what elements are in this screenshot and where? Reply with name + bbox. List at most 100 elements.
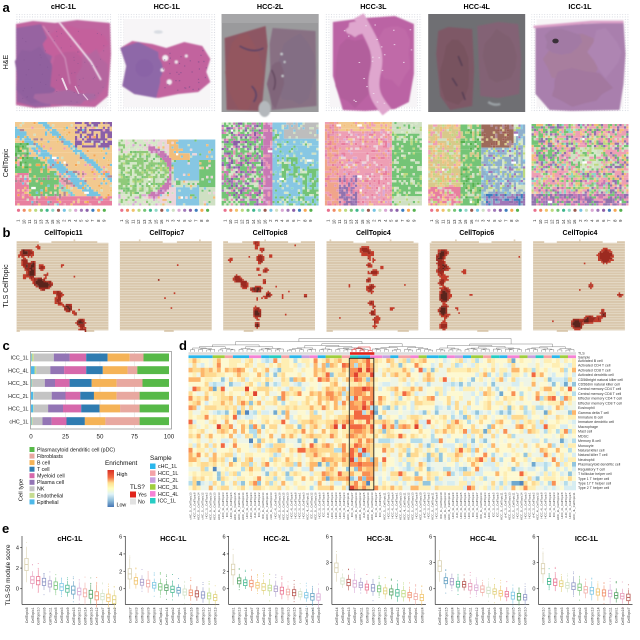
svg-text:cHC-1L: cHC-1L	[51, 2, 77, 11]
svg-text:CellTopic2: CellTopic2	[463, 607, 467, 623]
svg-text:cHC_1L_CellTopic9: cHC_1L_CellTopic9	[253, 492, 257, 518]
svg-text:CellTopic11: CellTopic11	[305, 607, 309, 624]
svg-text:16: 16	[366, 219, 371, 224]
svg-text:14: 14	[251, 219, 256, 224]
svg-text:CellTopic2: CellTopic2	[402, 607, 406, 623]
svg-text:HCC_4L_CellTopic11: HCC_4L_CellTopic11	[306, 492, 310, 520]
svg-text:6: 6	[291, 219, 296, 222]
svg-text:12: 12	[33, 219, 38, 224]
svg-text:cHC_1L_CellTopic13: cHC_1L_CellTopic13	[269, 492, 273, 519]
svg-text:HCC_4L_CellTopic14: HCC_4L_CellTopic14	[366, 492, 370, 520]
svg-text:CellTopic3: CellTopic3	[505, 607, 509, 623]
svg-text:Cell type: Cell type	[19, 479, 25, 502]
svg-text:CellTopic10: CellTopic10	[372, 607, 376, 625]
svg-text:8: 8	[509, 219, 514, 222]
svg-text:CellTopic6: CellTopic6	[459, 230, 494, 237]
svg-text:HCC_4L_CellTopic13: HCC_4L_CellTopic13	[285, 492, 289, 520]
svg-text:HCC_4L_CellTopic12: HCC_4L_CellTopic12	[536, 492, 540, 520]
svg-text:8: 8	[406, 219, 411, 222]
svg-text:0: 0	[119, 587, 122, 593]
svg-text:6: 6	[429, 535, 432, 541]
svg-text:HCC_1L_CellTopic11: HCC_1L_CellTopic11	[265, 492, 269, 520]
svg-text:CellTopic16: CellTopic16	[268, 607, 272, 625]
svg-text:CellTopic8: CellTopic8	[554, 607, 558, 623]
svg-text:HCC_4L_CellTopic13: HCC_4L_CellTopic13	[398, 492, 402, 520]
svg-text:CellTopic13: CellTopic13	[214, 607, 218, 625]
svg-text:HCC_2L_CellTopic7: HCC_2L_CellTopic7	[467, 492, 471, 518]
svg-text:5: 5	[79, 219, 84, 222]
svg-text:5: 5	[595, 219, 600, 222]
svg-text:0: 0	[429, 587, 432, 593]
svg-text:HCC_2L: HCC_2L	[8, 394, 28, 400]
svg-text:Plasmacytoid dendritic cell: Plasmacytoid dendritic cell	[578, 463, 621, 467]
svg-text:HCC_4L_CellTopic11: HCC_4L_CellTopic11	[403, 492, 407, 520]
svg-text:HCC_4L_CellTopic4: HCC_4L_CellTopic4	[390, 492, 394, 518]
svg-text:CellTopic16: CellTopic16	[189, 607, 193, 625]
svg-text:14: 14	[354, 219, 359, 224]
svg-text:CellTopic15: CellTopic15	[293, 607, 297, 625]
svg-text:CellTopic9: CellTopic9	[317, 607, 321, 623]
svg-text:CellTopic16: CellTopic16	[384, 607, 388, 625]
svg-text:ICC_1L_CellTopic5: ICC_1L_CellTopic5	[495, 492, 499, 517]
svg-text:ICC_1L_CellTopic2: ICC_1L_CellTopic2	[257, 492, 261, 517]
svg-text:TLS CellTopic: TLS CellTopic	[3, 264, 10, 308]
svg-text:ICC-1L: ICC-1L	[575, 534, 599, 543]
svg-text:CellTopic15: CellTopic15	[378, 607, 382, 625]
svg-text:7: 7	[503, 219, 508, 222]
svg-text:CellTopic4: CellTopic4	[450, 607, 454, 623]
svg-text:7: 7	[90, 219, 95, 222]
svg-text:9: 9	[308, 219, 313, 222]
svg-text:4: 4	[16, 546, 19, 552]
svg-text:HCC-3L: HCC-3L	[367, 534, 394, 543]
svg-text:9: 9	[515, 219, 520, 222]
svg-text:HCC_4L_CellTopic13: HCC_4L_CellTopic13	[213, 492, 217, 520]
svg-text:CellTopic12: CellTopic12	[262, 607, 266, 625]
svg-text:4: 4	[176, 219, 181, 222]
svg-text:CellTopic9: CellTopic9	[341, 607, 345, 623]
svg-text:CellTopic2: CellTopic2	[578, 607, 582, 623]
svg-text:7: 7	[607, 219, 612, 222]
svg-text:HCC_3L: HCC_3L	[8, 381, 28, 387]
svg-text:CellTopic14: CellTopic14	[244, 607, 248, 625]
svg-text:CellTopic3: CellTopic3	[365, 607, 369, 623]
svg-text:e: e	[2, 521, 9, 536]
svg-text:CellTopic10: CellTopic10	[37, 607, 41, 625]
svg-text:12: 12	[136, 219, 141, 224]
svg-text:HCC_1L_CellTopic13: HCC_1L_CellTopic13	[411, 492, 415, 520]
svg-text:0: 0	[222, 587, 225, 593]
svg-text:CellTopic12: CellTopic12	[95, 607, 99, 625]
svg-text:1: 1	[326, 219, 331, 222]
svg-text:2: 2	[475, 219, 480, 222]
svg-text:CellTopic14: CellTopic14	[165, 607, 169, 625]
svg-text:HCC_2L_CellTopic12: HCC_2L_CellTopic12	[407, 492, 411, 520]
svg-text:HCC_3L_CellTopic1: HCC_3L_CellTopic1	[463, 492, 467, 518]
svg-text:HCC_2L_CellTopic1: HCC_2L_CellTopic1	[298, 492, 302, 518]
svg-text:MDSC: MDSC	[578, 434, 589, 438]
svg-text:HCC_2L_CellTopic15: HCC_2L_CellTopic15	[281, 492, 285, 520]
svg-text:Plasmacytoid dendritic cell (p: Plasmacytoid dendritic cell (pDC)	[37, 447, 115, 453]
svg-text:Macrophage: Macrophage	[578, 425, 598, 429]
svg-text:Immature B cell: Immature B cell	[578, 416, 603, 420]
svg-text:ICC_1L_CellTopic7: ICC_1L_CellTopic7	[374, 492, 378, 517]
svg-text:Regulatory T cell: Regulatory T cell	[578, 467, 605, 471]
svg-text:HCC_2L_CellTopic14: HCC_2L_CellTopic14	[197, 492, 201, 520]
svg-text:HCC_2L_CellTopic12: HCC_2L_CellTopic12	[556, 492, 560, 520]
svg-text:Activated dendritic cell: Activated dendritic cell	[578, 373, 614, 377]
svg-text:CellTopic10: CellTopic10	[524, 607, 528, 625]
svg-text:11: 11	[130, 219, 135, 224]
svg-text:CellTopic1: CellTopic1	[615, 607, 619, 623]
svg-text:CellTopic9: CellTopic9	[66, 607, 70, 623]
svg-text:Fibroblasts: Fibroblasts	[37, 454, 63, 460]
svg-text:16: 16	[159, 219, 164, 224]
svg-text:c: c	[3, 338, 10, 353]
svg-text:ICC_1L_CellTopic14: ICC_1L_CellTopic14	[261, 492, 265, 519]
svg-text:cHC_1L_CellTopic12: cHC_1L_CellTopic12	[201, 492, 205, 519]
svg-text:HCC_4L_CellTopic11: HCC_4L_CellTopic11	[237, 492, 241, 520]
svg-text:Endothelial: Endothelial	[37, 493, 63, 499]
svg-text:Memory B cell: Memory B cell	[578, 439, 601, 443]
svg-text:6: 6	[394, 219, 399, 222]
svg-text:CellTopic14: CellTopic14	[438, 607, 442, 625]
svg-text:HCC_4L_CellTopic8: HCC_4L_CellTopic8	[338, 492, 342, 518]
svg-text:Effector memory CD8 T cell: Effector memory CD8 T cell	[578, 401, 622, 405]
svg-text:CellTopic7: CellTopic7	[353, 607, 357, 623]
